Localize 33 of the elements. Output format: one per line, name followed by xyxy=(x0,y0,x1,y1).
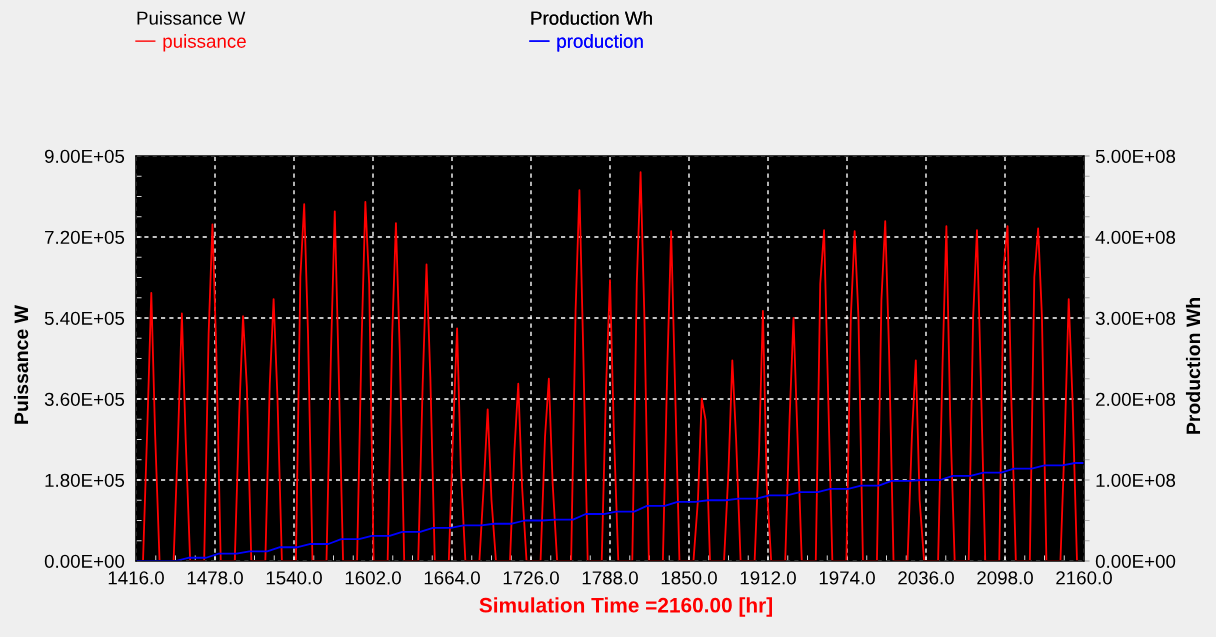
y2-tick-label: 1.00E+08 xyxy=(1096,473,1176,487)
legend-label: puissance xyxy=(163,34,246,52)
y-tick-label: 5.40E+05 xyxy=(44,311,125,325)
x-tick-label: 1726.0 xyxy=(503,571,559,585)
x-tick-label: 1478.0 xyxy=(187,571,243,585)
y-tick-label: 3.60E+05 xyxy=(44,392,125,406)
x-tick-label: 1912.0 xyxy=(740,571,796,585)
y2-tick-label: 5.00E+08 xyxy=(1095,149,1176,163)
x-tick-label: 1602.0 xyxy=(345,571,401,585)
x-tick-label: 2036.0 xyxy=(898,571,954,585)
y2-tick-label: 0.00E+00 xyxy=(1095,554,1176,568)
y-tick-label: 1.80E+05 xyxy=(45,473,125,487)
text: Puissance W xyxy=(137,11,246,25)
y2-tick-label: 3.00E+08 xyxy=(1095,311,1176,325)
legend-label: production xyxy=(557,34,643,52)
x-tick-label: 1540.0 xyxy=(266,571,322,585)
y-tick-label: 0.00E+00 xyxy=(44,554,125,568)
x-tick-label: 1974.0 xyxy=(819,571,875,585)
y2-tick-label: 2.00E+08 xyxy=(1096,392,1176,406)
y2-axis-title: Production Wh xyxy=(1185,298,1201,434)
x-tick-label: 1664.0 xyxy=(424,571,480,585)
x-tick-label: 2098.0 xyxy=(977,571,1033,585)
x-tick-label: 1850.0 xyxy=(661,571,717,585)
line-series xyxy=(142,171,1078,561)
y-tick-label: 9.00E+05 xyxy=(44,149,125,163)
y-tick-label: 7.20E+05 xyxy=(45,230,125,244)
y2-tick-label: 4.00E+08 xyxy=(1095,230,1176,244)
text: Production Wh xyxy=(531,11,652,25)
x-axis-title: Simulation Time =2160.00 [hr] xyxy=(479,597,772,617)
x-tick-label: 2160.0 xyxy=(1056,571,1112,585)
x-tick-label: 1788.0 xyxy=(582,571,638,585)
x-tick-label: 1416.0 xyxy=(108,571,164,585)
y-axis-title: Puissance W xyxy=(13,305,29,424)
